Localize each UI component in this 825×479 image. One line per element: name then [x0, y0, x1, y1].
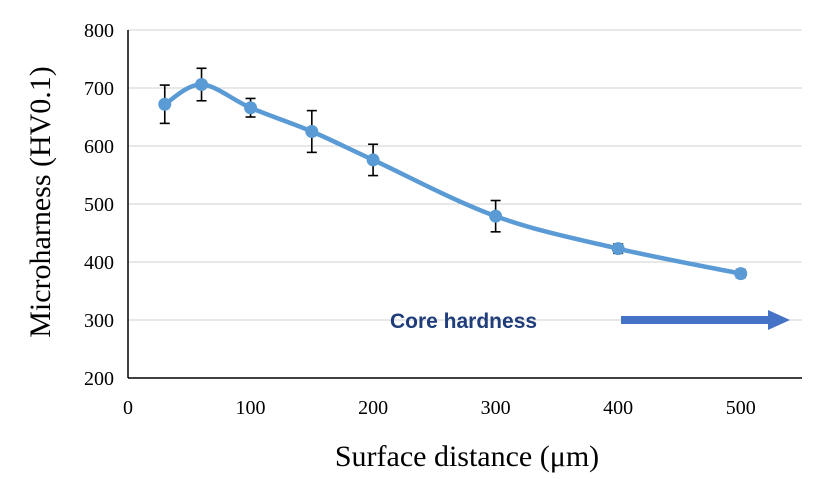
data-point-60	[195, 78, 209, 92]
y-tick-label-300: 300	[84, 310, 114, 332]
error-bars	[159, 67, 746, 279]
x-axis-title: Surface distance (μm)	[335, 440, 599, 473]
y-tick-label-500: 500	[84, 194, 114, 216]
data-point-30	[158, 97, 172, 111]
data-point-150	[305, 125, 319, 138]
data-point-200	[366, 153, 380, 167]
data-point-400	[611, 242, 625, 256]
y-axis-title: Microharness (HV0.1)	[24, 66, 57, 338]
x-tick-label-300: 300	[481, 397, 511, 419]
x-tick-label-200: 200	[358, 397, 388, 419]
core-hardness-arrow	[621, 310, 790, 330]
x-tick-labels: 0 100 200 300 400 500	[123, 397, 756, 419]
axes	[127, 30, 802, 379]
data-points	[158, 78, 748, 281]
gridlines	[128, 29, 802, 321]
x-tick-label-0: 0	[123, 397, 133, 419]
core-hardness-annotation: Core hardness	[390, 310, 537, 333]
arrow-shaft	[621, 316, 769, 324]
y-tick-label-800: 800	[84, 20, 114, 42]
y-tick-labels: 200 300 400 500 600 700 800	[84, 20, 114, 390]
data-point-100	[244, 101, 258, 115]
y-tick-label-400: 400	[84, 252, 114, 274]
arrow-head	[768, 310, 790, 330]
y-tick-label-700: 700	[84, 78, 114, 100]
y-tick-label-200: 200	[84, 368, 114, 390]
x-tick-label-100: 100	[236, 397, 266, 419]
y-tick-label-600: 600	[84, 136, 114, 158]
x-tick-label-500: 500	[726, 397, 756, 419]
data-point-300	[489, 209, 503, 223]
data-point-500	[734, 267, 748, 281]
x-tick-label-400: 400	[603, 397, 633, 419]
